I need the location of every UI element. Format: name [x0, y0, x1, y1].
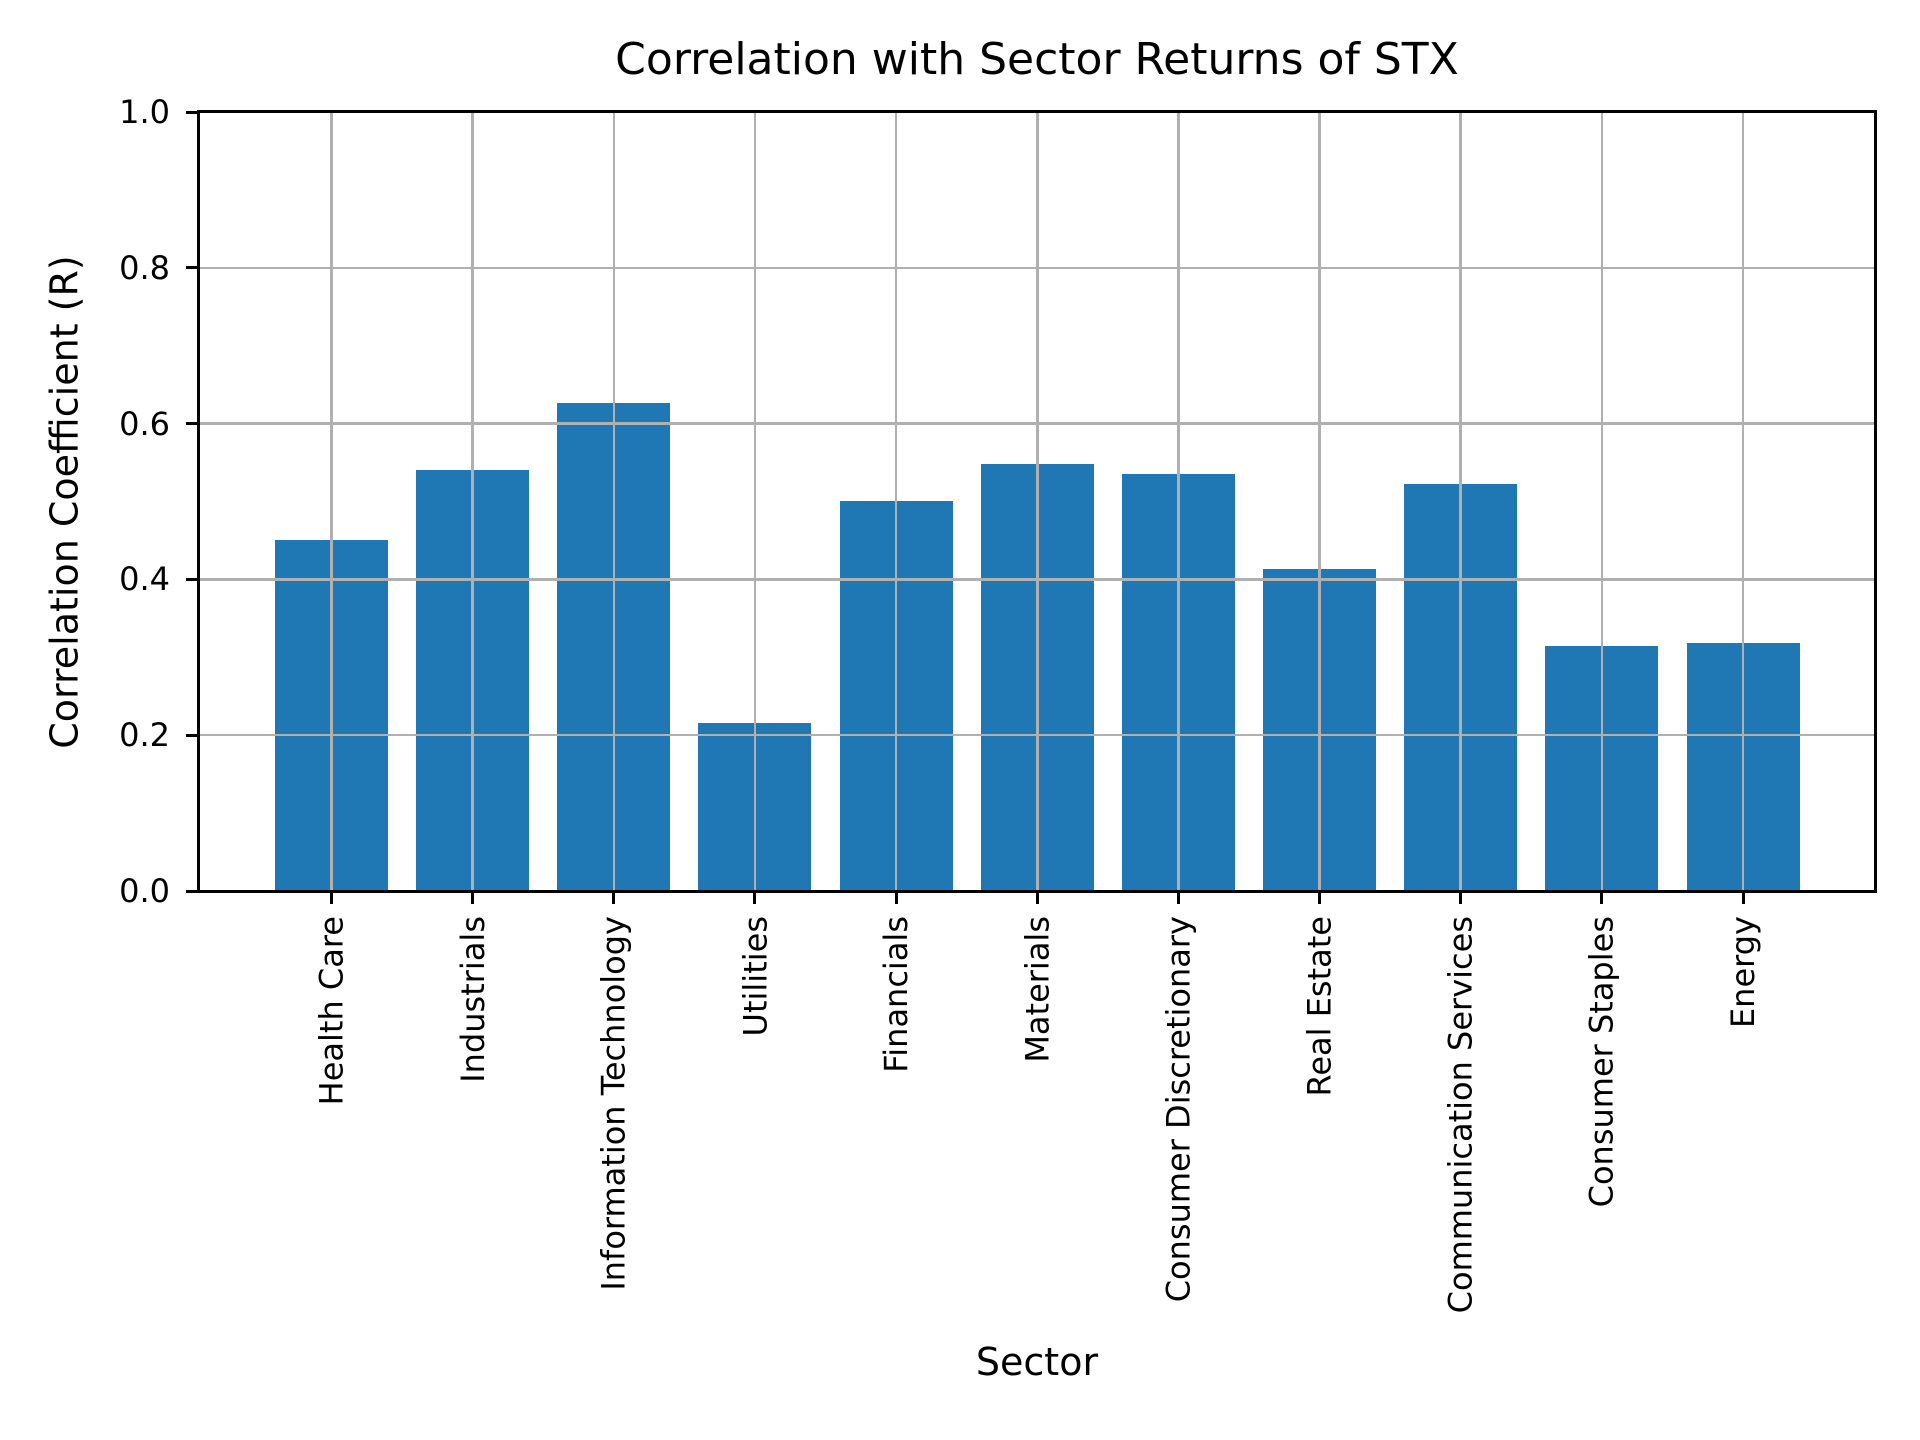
y-tick-mark: [186, 577, 199, 581]
v-gridline: [612, 112, 616, 891]
v-gridline: [471, 112, 474, 891]
y-tick-mark: [186, 889, 199, 893]
chart-title: Correlation with Sector Returns of STX: [615, 34, 1459, 85]
x-tick-label: Materials: [1018, 916, 1057, 1063]
x-tick-mark: [753, 891, 757, 904]
v-gridline: [1177, 112, 1180, 891]
y-tick-label: 1.0: [119, 93, 170, 131]
x-tick-label: Consumer Staples: [1582, 916, 1621, 1208]
x-tick-mark: [471, 891, 475, 904]
y-tick-mark: [186, 266, 199, 270]
v-gridline: [894, 112, 898, 891]
x-tick-mark: [1459, 891, 1463, 904]
y-tick-label: 0.4: [119, 560, 170, 599]
x-tick-label: Health Care: [312, 916, 351, 1106]
y-tick-mark: [186, 422, 199, 426]
x-tick-label: Industrials: [453, 916, 492, 1083]
v-gridline: [330, 112, 333, 891]
v-gridline: [1600, 112, 1604, 891]
x-tick-label: Utilities: [735, 916, 774, 1037]
x-tick-mark: [1176, 891, 1180, 904]
x-tick-mark: [330, 891, 333, 904]
x-tick-mark: [1035, 891, 1039, 904]
x-axis-label: Sector: [975, 1340, 1099, 1384]
x-tick-label: Information Technology: [594, 916, 633, 1291]
x-tick-label: Consumer Discretionary: [1159, 916, 1198, 1303]
y-tick-label: 0.6: [119, 404, 170, 443]
x-tick-label: Energy: [1724, 916, 1762, 1029]
y-tick-mark: [186, 733, 199, 737]
x-tick-mark: [894, 891, 898, 904]
x-tick-mark: [1600, 891, 1604, 904]
x-tick-mark: [1741, 891, 1745, 904]
x-tick-label: Communication Services: [1441, 916, 1480, 1314]
y-tick-label: 0.0: [119, 872, 170, 910]
v-gridline: [1318, 112, 1321, 891]
v-gridline: [753, 112, 757, 891]
y-tick-label: 0.2: [119, 716, 170, 755]
y-tick-mark: [186, 110, 199, 114]
x-tick-label: Real Estate: [1300, 916, 1339, 1097]
v-gridline: [1741, 112, 1745, 891]
x-tick-label: Financials: [877, 916, 916, 1073]
v-gridline: [1459, 112, 1462, 891]
x-tick-mark: [612, 891, 616, 904]
y-tick-label: 0.8: [119, 248, 170, 287]
x-tick-mark: [1318, 891, 1322, 904]
v-gridline: [1036, 112, 1039, 891]
